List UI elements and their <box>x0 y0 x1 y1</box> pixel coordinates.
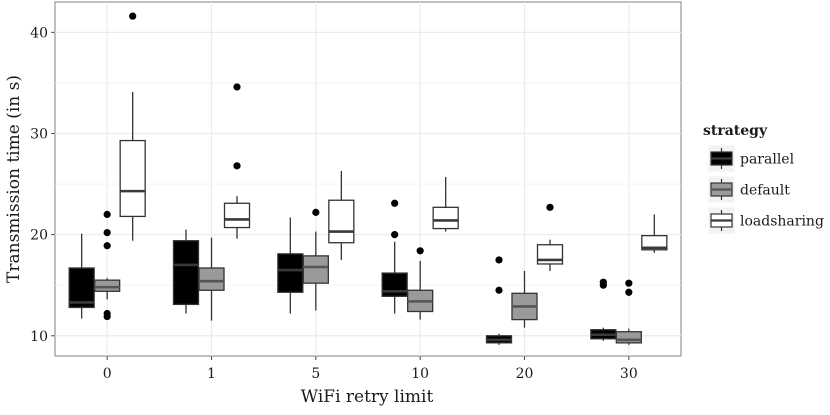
legend-label: parallel <box>740 152 795 168</box>
box-default-30 <box>615 279 642 345</box>
outlier-point <box>495 256 503 264</box>
box-default-1 <box>198 237 225 321</box>
outlier-point <box>625 279 633 287</box>
box-default-0 <box>94 210 121 321</box>
series-default <box>94 208 642 345</box>
y-tick-label: 30 <box>30 126 48 142</box>
x-tick-label: 0 <box>103 366 112 382</box>
series-parallel <box>68 199 617 345</box>
legend-label: loadsharing <box>740 214 824 230</box>
outlier-point <box>416 247 424 255</box>
outlier-point <box>103 309 111 318</box>
outlier-point <box>103 229 111 237</box>
box-default-5 <box>302 208 329 311</box>
box-iqr <box>94 279 121 292</box>
box-default-20 <box>511 271 538 328</box>
box-iqr <box>302 255 329 284</box>
legend-title: strategy <box>703 123 768 139</box>
y-tick-label: 10 <box>30 329 48 345</box>
legend: strategy parallel default loadsharing <box>703 123 824 235</box>
outlier-point <box>233 83 241 91</box>
box-loadsharing-1 <box>223 83 251 239</box>
box-loadsharing-0 <box>119 12 146 241</box>
box-loadsharing-5 <box>328 170 355 260</box>
box-default-10 <box>407 247 434 320</box>
box-iqr <box>615 331 642 344</box>
x-tick-label: 20 <box>516 366 534 382</box>
box-iqr <box>328 199 355 244</box>
outlier-point <box>546 203 554 211</box>
box-iqr <box>172 240 200 306</box>
y-tick-label: 40 <box>30 25 48 41</box>
box-parallel-0 <box>68 233 95 319</box>
box-iqr <box>223 202 251 229</box>
outlier-point <box>312 208 320 216</box>
box-parallel-20 <box>485 256 513 345</box>
box-loadsharing-20 <box>536 203 564 272</box>
legend-item-default: default <box>707 175 790 204</box>
box-loadsharing-30 <box>641 214 668 253</box>
box-iqr <box>641 234 668 251</box>
axis-layer: 10 20 30 40 0 1 5 10 20 30 <box>30 25 638 382</box>
box-parallel-10 <box>381 199 408 314</box>
grid-lines <box>55 2 681 356</box>
x-tick-label: 5 <box>311 366 320 382</box>
box-iqr <box>68 267 95 309</box>
outlier-point <box>129 12 137 20</box>
outlier-point <box>625 288 633 296</box>
box-iqr <box>381 272 408 297</box>
outlier-point <box>103 242 111 250</box>
x-tick-label: 1 <box>207 366 216 382</box>
y-axis-title: Transmission time (in s) <box>4 75 24 283</box>
box-parallel-5 <box>277 217 304 314</box>
series-loadsharing <box>119 12 668 272</box>
outlier-point <box>391 231 399 239</box>
x-tick-label: 30 <box>620 366 638 382</box>
outlier-point <box>233 162 241 170</box>
box-iqr <box>277 253 304 293</box>
box-layer <box>68 12 668 345</box>
outlier-point <box>599 278 607 286</box>
outlier-point <box>103 210 111 218</box>
box-parallel-1 <box>172 229 200 314</box>
box-loadsharing-10 <box>432 176 459 232</box>
outlier-point <box>495 286 503 294</box>
plot-panel <box>54 1 682 357</box>
legend-label: default <box>740 183 790 199</box>
y-tick-label: 20 <box>30 228 48 244</box>
box-iqr <box>119 139 146 218</box>
legend-item-loadsharing: loadsharing <box>707 206 824 235</box>
box-iqr <box>198 267 225 291</box>
box-parallel-30 <box>590 278 617 341</box>
x-tick-label: 10 <box>411 366 429 382</box>
outlier-point <box>391 199 399 207</box>
legend-item-parallel: parallel <box>707 144 795 173</box>
x-axis-title: WiFi retry limit <box>301 387 434 407</box>
box-iqr <box>432 206 459 230</box>
